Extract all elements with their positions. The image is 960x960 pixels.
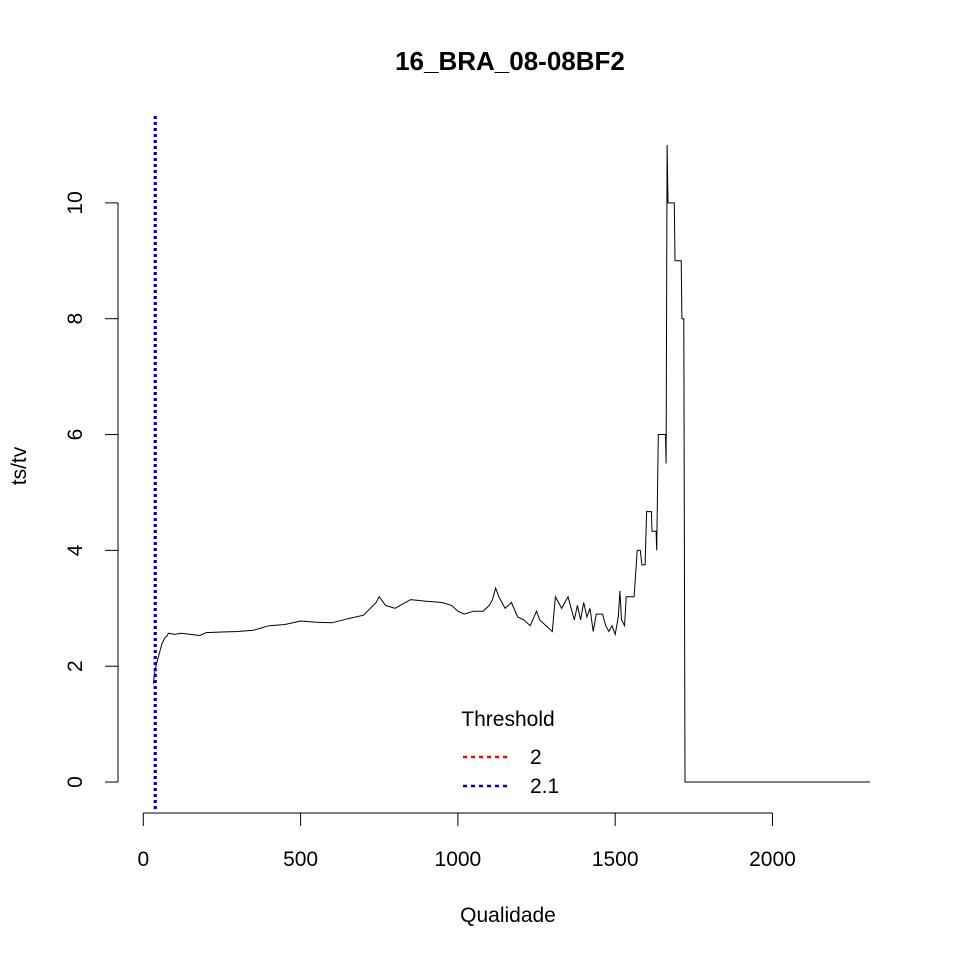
x-tick-label: 0 (137, 848, 149, 871)
series-line (152, 144, 870, 783)
y-tick-label: 0 (64, 776, 87, 788)
x-axis-label: Qualidade (460, 904, 556, 927)
legend: Threshold 2 2.1 (461, 708, 559, 798)
legend-entry-label: 2 (530, 746, 542, 769)
x-tick-label: 1500 (592, 848, 639, 871)
y-axis-label: ts/tv (8, 446, 31, 485)
legend-entry-label: 2.1 (530, 775, 559, 798)
chart-title: 16_BRA_08-08BF2 (395, 46, 625, 76)
x-tick-label: 500 (283, 848, 318, 871)
y-tick-label: 6 (64, 429, 87, 441)
series-layer (152, 144, 870, 783)
x-axis: 0 500 1000 1500 2000 (137, 812, 796, 871)
y-tick-label: 2 (64, 660, 87, 672)
y-tick-label: 10 (64, 191, 87, 214)
x-tick-label: 1000 (435, 848, 482, 871)
x-tick-label: 2000 (749, 848, 796, 871)
y-axis: 0 2 4 6 8 10 (64, 191, 119, 788)
legend-title: Threshold (461, 708, 554, 731)
y-tick-label: 8 (64, 313, 87, 325)
y-tick-label: 4 (64, 544, 87, 556)
